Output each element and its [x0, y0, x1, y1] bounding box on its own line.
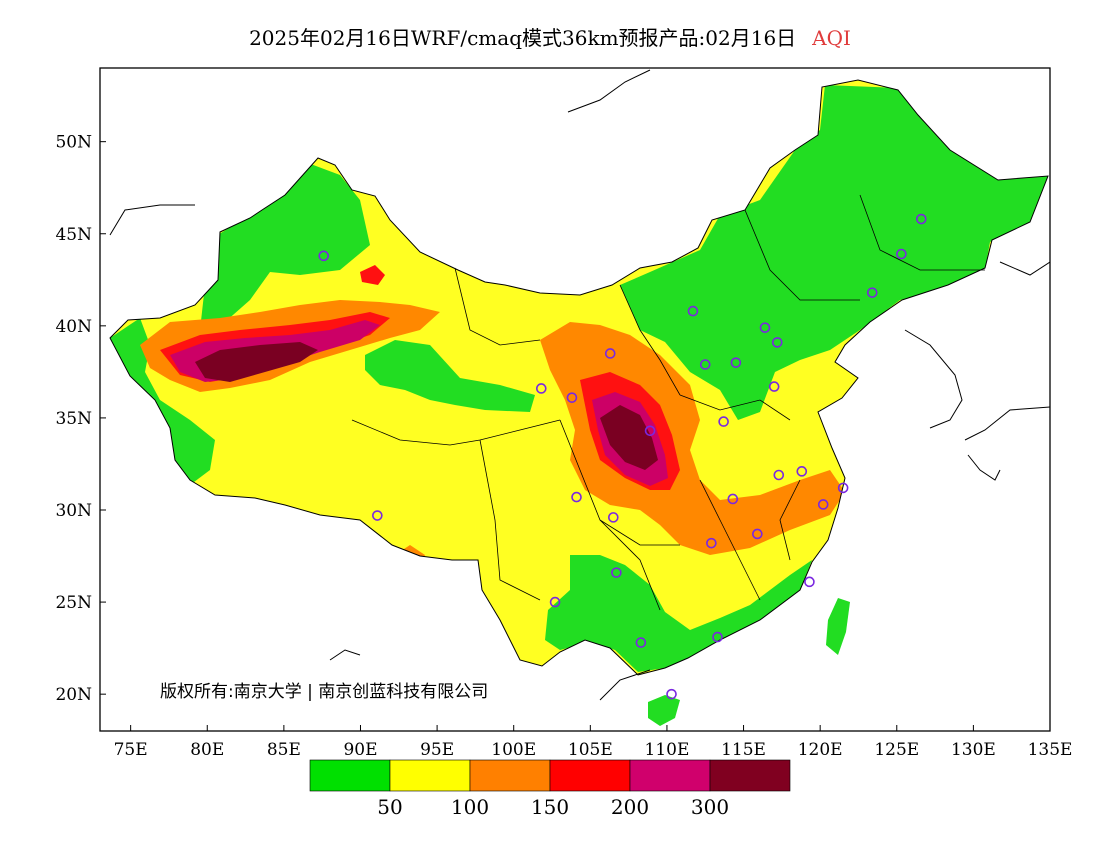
station-marker-nanjing — [796, 466, 808, 477]
aqi-region-good-qinghai — [365, 340, 535, 412]
station-marker-shenyang — [866, 287, 878, 298]
map-title: 2025年02月16日WRF/cmaq模式36km预报产品:02月16日 AQI — [0, 22, 1100, 51]
legend-color-box — [389, 759, 471, 792]
x-tick-label: 100E — [491, 740, 536, 760]
province-borders — [351, 194, 985, 611]
legend-threshold-label: 150 — [531, 795, 569, 819]
station-marker-nanchang — [752, 528, 763, 540]
x-tick-label: 115E — [721, 740, 766, 760]
x-tick-label: 120E — [798, 740, 843, 760]
station-marker-kunming — [549, 596, 561, 608]
station-marker-hangzhou — [817, 499, 829, 510]
legend-threshold-label: 200 — [611, 795, 649, 819]
station-marker-xian — [644, 425, 656, 437]
station-marker-changsha — [706, 537, 717, 549]
station-marker-urumqi — [318, 250, 330, 262]
station-marker-chongqing — [608, 512, 619, 523]
legend-color-box — [549, 759, 631, 792]
station-marker-wuhan — [727, 493, 739, 505]
map-frame — [99, 67, 1051, 732]
hainan-island — [648, 695, 680, 726]
aqi-region-good-north-xinjiang — [200, 160, 370, 330]
x-tick-label: 90E — [343, 740, 377, 760]
station-marker-taiyuan — [699, 359, 711, 370]
station-marker-nanning — [635, 637, 647, 648]
legend-color-box — [629, 759, 711, 792]
aqi-region-hazardous-central — [600, 405, 658, 470]
station-marker-fuzhou — [804, 576, 815, 588]
station-marker-beijing — [759, 322, 771, 333]
legend-color-box — [709, 759, 791, 792]
x-tick-label: 75E — [114, 740, 148, 760]
x-tick-label: 125E — [874, 740, 919, 760]
station-marker-shanghai — [837, 482, 849, 494]
station-marker-yinchuan — [604, 348, 616, 359]
aqi-region-hazardous-xinjiang — [195, 342, 318, 382]
station-marker-harbin — [915, 213, 927, 225]
map-title-main: 2025年02月16日WRF/cmaq模式36km预报产品:02月16日 — [249, 26, 797, 50]
x-tick-label: 105E — [568, 740, 613, 760]
station-marker-hefei — [773, 469, 785, 481]
y-tick-label: 35N — [55, 409, 92, 429]
y-tick-label: 30N — [55, 501, 92, 521]
station-marker-hohhot — [687, 305, 699, 317]
aqi-region-good-west-tibet — [110, 318, 215, 485]
station-marker-guiyang — [611, 567, 622, 578]
aqi-region-good-northeast — [620, 85, 1048, 420]
x-tick-label: 80E — [190, 740, 224, 760]
station-marker-zhengzhou — [718, 416, 729, 427]
station-marker-jinan — [768, 381, 780, 392]
station-marker-changchun — [896, 248, 907, 260]
station-marker-guangzhou — [712, 631, 723, 643]
aqi-region-good-south — [545, 555, 812, 672]
station-markers — [318, 213, 927, 700]
y-tick-label: 25N — [55, 593, 92, 613]
legend-threshold-label: 300 — [691, 795, 729, 819]
x-tick-label: 95E — [420, 740, 454, 760]
x-tick-label: 85E — [267, 740, 301, 760]
station-marker-lanzhou — [566, 392, 578, 403]
aqi-region-unhealthy-spot — [360, 265, 385, 285]
station-marker-shijiazhuang — [730, 357, 742, 368]
legend-threshold-label: 50 — [377, 795, 402, 819]
station-marker-haikou — [666, 688, 677, 700]
legend-color-box — [469, 759, 551, 792]
neighbour-coastlines — [109, 69, 1050, 701]
station-marker-tianjin — [771, 337, 783, 348]
copyright-notice: 版权所有:南京大学 | 南京创蓝科技有限公司 — [160, 682, 488, 702]
y-tick-label: 20N — [55, 685, 92, 705]
map-plot-area — [100, 68, 1050, 731]
station-marker-lhasa — [372, 510, 383, 521]
x-tick-label: 130E — [951, 740, 996, 760]
legend-threshold-label: 100 — [451, 795, 489, 819]
y-tick-label: 45N — [55, 225, 92, 245]
y-axis: 20N 25N 30N 35N 40N 45N 50N — [55, 133, 106, 705]
legend-color-box — [309, 759, 391, 792]
taiwan-island — [826, 598, 850, 655]
y-tick-label: 40N — [55, 317, 92, 337]
x-axis: 75E 80E 85E 90E 95E 100E 105E 110E 115E 120E 125E 1… — [114, 725, 1073, 760]
station-marker-chengdu — [571, 491, 582, 503]
x-tick-label: 110E — [645, 740, 690, 760]
map-title-variable: AQI — [812, 26, 851, 50]
y-tick-label: 50N — [55, 133, 92, 153]
color-legend: 50 100 150 200 300 — [309, 759, 791, 819]
station-marker-xining — [535, 383, 547, 394]
x-tick-label: 135E — [1028, 740, 1073, 760]
